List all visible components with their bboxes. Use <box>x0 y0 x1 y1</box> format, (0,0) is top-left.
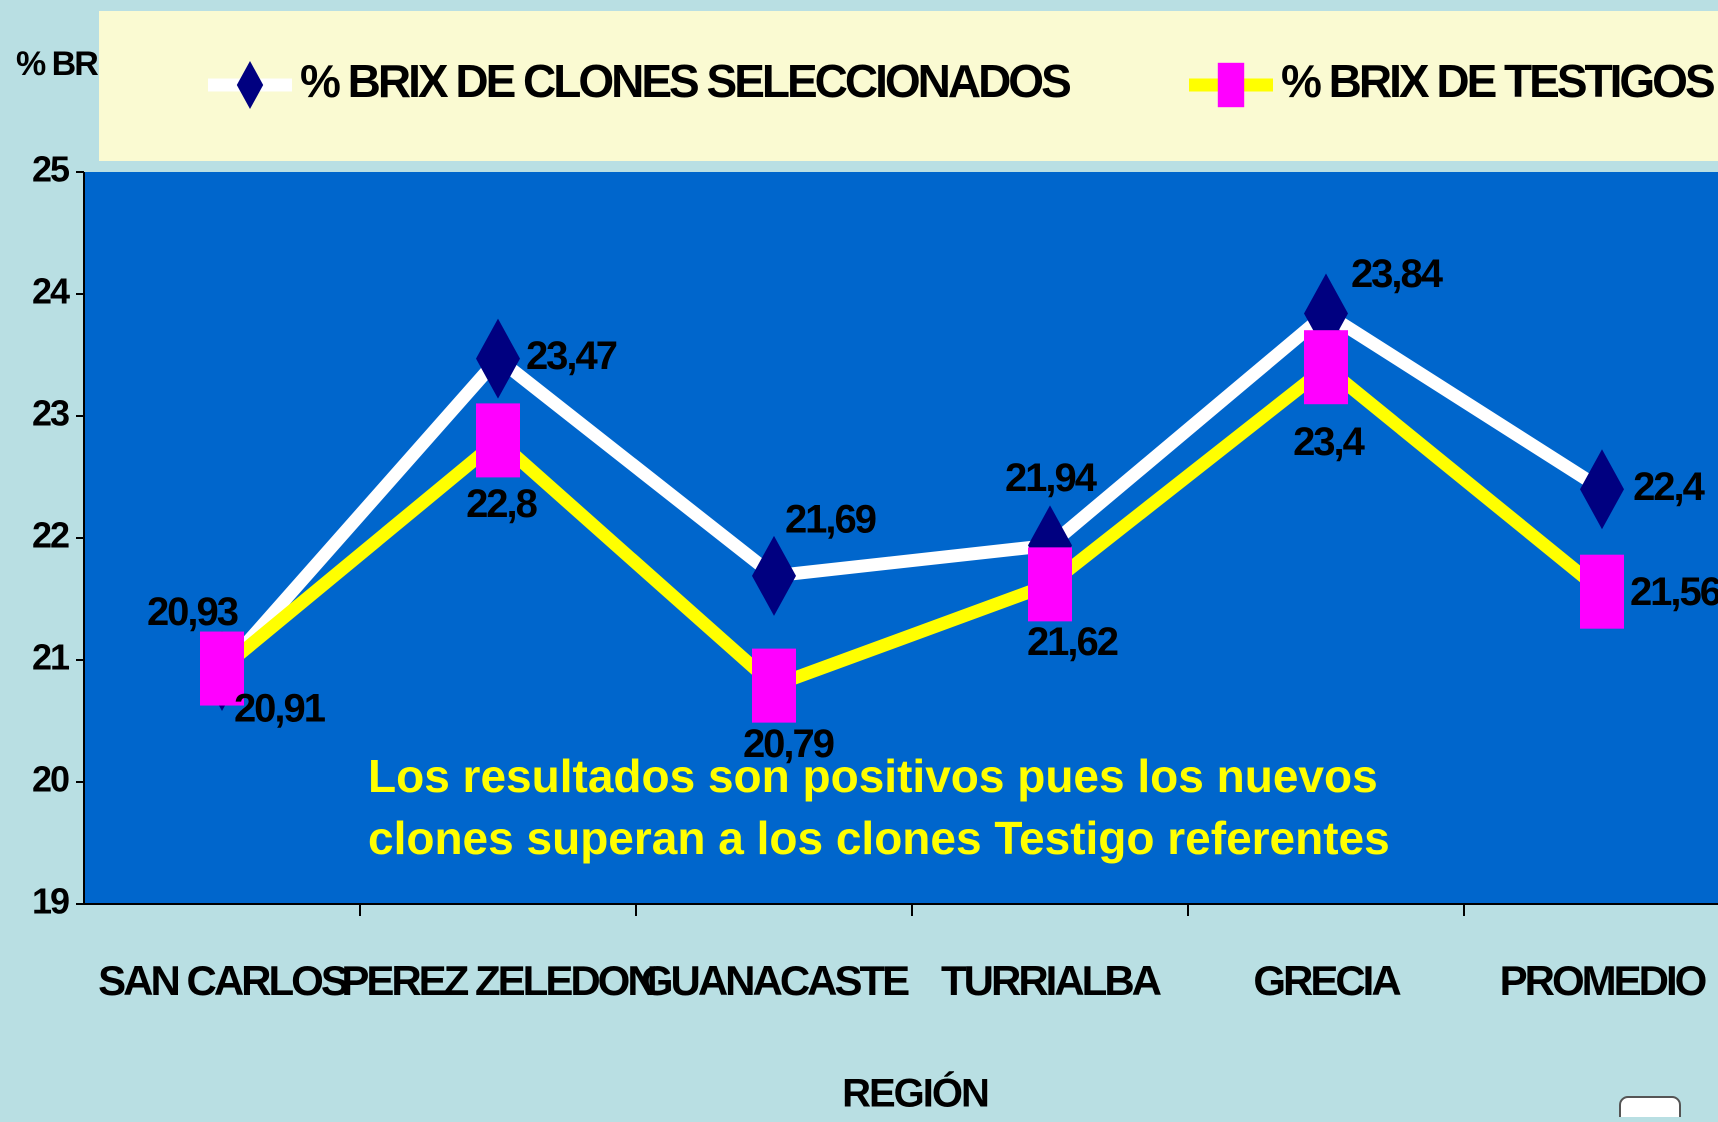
annotation: Los resultados son positivos pues los nu… <box>368 750 1390 864</box>
data-label: 21,69 <box>785 497 876 541</box>
data-label: 21,94 <box>1005 456 1098 500</box>
x-tick-label: TURRIALBA <box>941 957 1162 1004</box>
annotation-line: Los resultados son positivos pues los nu… <box>368 750 1378 802</box>
series-line <box>217 358 1607 694</box>
plot-area <box>84 172 1718 904</box>
square-marker <box>1217 62 1245 108</box>
diamond-marker <box>476 318 520 399</box>
square-marker <box>200 631 244 706</box>
series-line <box>217 305 1606 676</box>
diamond-marker <box>1580 449 1624 530</box>
y-tick-label: 23 <box>32 393 69 434</box>
data-label: 20,79 <box>743 722 834 766</box>
y-tick-label: 19 <box>32 881 69 922</box>
y-tick-label: 20 <box>32 759 69 800</box>
legend-label: % BRIX DE TESTIGOS <box>1281 55 1714 107</box>
data-label: 21,62 <box>1027 620 1118 664</box>
logo <box>1619 1096 1681 1122</box>
legend-items: % BRIX DE CLONES SELECCIONADOS % BRIX DE … <box>208 55 1717 109</box>
y-tick-label: 22 <box>32 515 69 556</box>
data-label: 20,93 <box>147 590 238 634</box>
data-label: 23,47 <box>526 334 617 378</box>
square-marker <box>1028 547 1072 622</box>
data-label: 23,84 <box>1351 252 1444 296</box>
data-label: 20,91 <box>234 687 326 731</box>
x-tick-label: PEREZ ZELEDON <box>341 957 655 1004</box>
legend <box>99 11 1718 161</box>
legend-label: % BRIX DE CLONES SELECCIONADOS <box>300 55 1070 107</box>
square-marker <box>1304 330 1348 405</box>
x-tick-label: PROMEDIO <box>1500 957 1706 1004</box>
data-label: 22,4 <box>1633 465 1706 509</box>
data-label: 23,4 <box>1293 420 1366 464</box>
x-axis-title: REGIÓN <box>842 1070 988 1116</box>
annotation-line: clones superan a los clones Testigo refe… <box>368 812 1390 864</box>
square-marker <box>1580 554 1624 629</box>
diamond-marker <box>752 535 796 616</box>
diamond-marker <box>236 61 264 109</box>
x-tick-label: GRECIA <box>1253 957 1401 1004</box>
x-tick-label: GUANACASTE <box>641 957 909 1004</box>
square-marker <box>752 648 796 723</box>
y-tick-label: 25 <box>32 149 70 190</box>
y-tick-label: 21 <box>32 637 70 678</box>
series-group: 20,91 23,47 21,69 21,94 23,84 22,4 20,93 22,8 20… <box>147 252 1718 766</box>
y-tick-label: 24 <box>32 271 70 312</box>
square-marker <box>476 403 520 478</box>
x-tick-label: SAN CARLOS <box>98 957 348 1004</box>
data-label: 21,56 <box>1630 570 1718 614</box>
data-label: 22,8 <box>466 482 538 526</box>
